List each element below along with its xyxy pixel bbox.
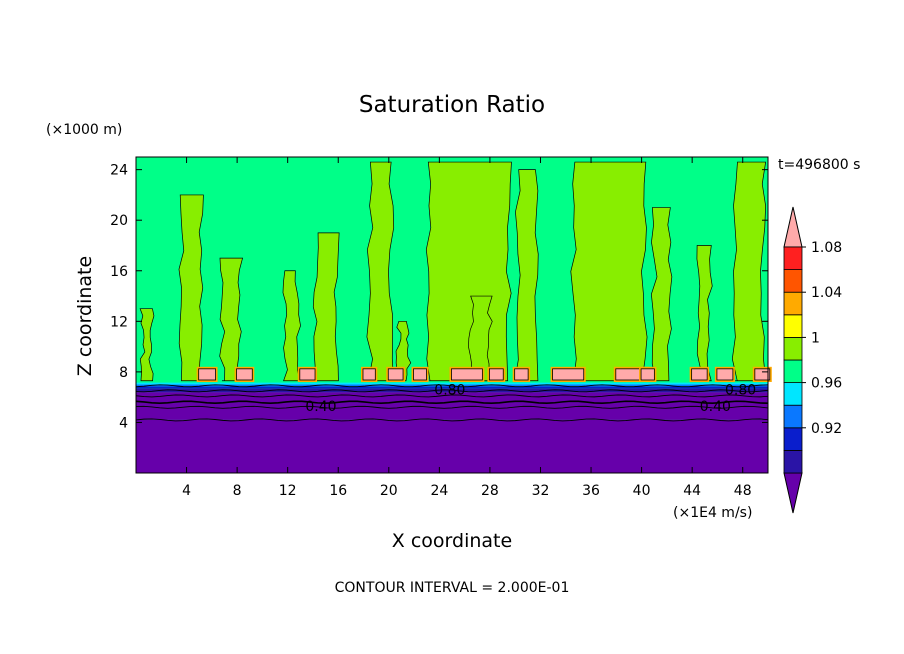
field-column-10 <box>696 245 713 382</box>
field-band-5 <box>136 384 768 387</box>
x-axis-label: X coordinate <box>392 530 512 552</box>
field-column-4 <box>366 161 395 382</box>
contour-line-1 <box>135 405 769 409</box>
contour-line-3 <box>135 394 769 398</box>
field-column-13 <box>468 295 494 382</box>
field-band-0 <box>136 419 768 473</box>
field-column-7 <box>514 169 539 382</box>
x-tick-label-2: 12 <box>279 483 297 499</box>
x-unit-label: (×1E4 m/s) <box>673 505 752 521</box>
plot-frame <box>135 156 769 474</box>
contour-line-4 <box>135 389 769 393</box>
colorbar-tick-label-4: 0.92 <box>811 421 842 437</box>
time-label: t=496800 s <box>778 157 860 173</box>
colorbar-swatch-2 <box>783 427 803 451</box>
field-band-2 <box>136 392 768 404</box>
colorbar-bottom-arrow <box>783 472 803 514</box>
field-band-4 <box>136 386 768 389</box>
colorbar-swatch-8 <box>783 291 803 316</box>
field-column-2 <box>282 270 301 382</box>
colorbar-tick-label-1: 1.04 <box>811 285 842 301</box>
high-patch-7 <box>488 368 504 381</box>
x-tick-label-11: 48 <box>734 483 752 499</box>
field-column-12 <box>139 308 155 382</box>
high-patch-5 <box>413 368 427 381</box>
colorbar-tick-label-3: 0.96 <box>811 376 842 392</box>
contour-label-3: 0.80 <box>725 383 756 399</box>
high-patch-8 <box>514 368 529 381</box>
x-tick-label-7: 32 <box>532 483 550 499</box>
x-tick-label-6: 28 <box>481 483 499 499</box>
y-axis-ticks: 4 8 12 16 20 24 <box>110 163 768 431</box>
colorbar: 1.08 1.04 1 0.96 0.92 <box>783 206 842 514</box>
colorbar-swatch-3 <box>783 404 803 429</box>
colorbar-top-arrow <box>783 206 803 248</box>
x-tick-label-9: 40 <box>633 483 651 499</box>
colorbar-swatch-6 <box>783 336 803 361</box>
field-column-8 <box>570 161 648 382</box>
high-patch-2 <box>299 368 316 381</box>
x-tick-label-1: 8 <box>233 483 242 499</box>
field-column-3 <box>312 232 340 382</box>
high-patch-14 <box>754 368 771 381</box>
x-axis-ticks: 4 8 12 16 20 24 28 32 36 40 44 48 <box>182 157 752 499</box>
y-tick-label-0: 4 <box>119 415 128 431</box>
high-patch-4 <box>387 368 404 381</box>
colorbar-swatch-5 <box>783 359 803 384</box>
high-patch-11 <box>640 368 655 381</box>
x-tick-label-10: 44 <box>683 483 701 499</box>
contour-lines <box>135 384 769 422</box>
contour-label-2: 0.40 <box>700 399 731 415</box>
y-unit-label: (×1000 m) <box>46 122 122 138</box>
high-patch-3 <box>362 368 376 381</box>
contour-line-2 <box>135 400 769 405</box>
contour-labels: 0.800.40 0.400.80 <box>305 383 756 415</box>
field-column-0 <box>178 194 204 382</box>
colorbar-swatch-7 <box>783 314 803 338</box>
x-tick-label-5: 24 <box>430 483 448 499</box>
x-tick-label-0: 4 <box>182 483 191 499</box>
y-tick-label-4: 20 <box>110 213 128 229</box>
chart-title: Saturation Ratio <box>359 92 545 118</box>
colorbar-tick-label-2: 1 <box>811 330 820 346</box>
field-band-1 <box>136 403 768 420</box>
colorbar-swatch-10 <box>783 246 803 271</box>
saturation-field <box>136 157 772 473</box>
x-tick-label-3: 16 <box>329 483 347 499</box>
high-patch-9 <box>552 368 585 381</box>
field-column-11 <box>731 161 767 382</box>
high-patch-6 <box>451 368 483 381</box>
x-tick-label-8: 36 <box>582 483 600 499</box>
y-tick-label-3: 16 <box>110 264 128 280</box>
colorbar-swatch-9 <box>783 269 803 293</box>
contour-line-5 <box>135 384 769 388</box>
colorbar-swatch-1 <box>783 449 803 474</box>
high-patch-0 <box>198 368 216 381</box>
x-tick-label-4: 20 <box>380 483 398 499</box>
high-patch-13 <box>716 368 734 381</box>
contour-interval-footer: CONTOUR INTERVAL = 2.000E-01 <box>335 580 570 596</box>
y-tick-label-2: 12 <box>110 314 128 330</box>
high-patch-12 <box>691 368 708 381</box>
high-patch-1 <box>236 368 253 381</box>
colorbar-swatch-4 <box>783 382 803 406</box>
field-column-5 <box>395 320 412 382</box>
contour-label-0: 0.80 <box>434 383 465 399</box>
field-band-6 <box>136 382 768 385</box>
y-tick-label-1: 8 <box>119 365 128 381</box>
plot-area: 0.800.40 0.400.80 <box>135 156 772 474</box>
y-tick-label-5: 24 <box>110 163 128 179</box>
contour-line-0 <box>135 418 769 422</box>
contour-label-1: 0.40 <box>305 399 336 415</box>
field-column-1 <box>219 257 244 382</box>
field-column-9 <box>651 207 673 382</box>
y-axis-label: Z coordinate <box>74 256 96 376</box>
colorbar-tick-label-0: 1.08 <box>811 240 842 256</box>
